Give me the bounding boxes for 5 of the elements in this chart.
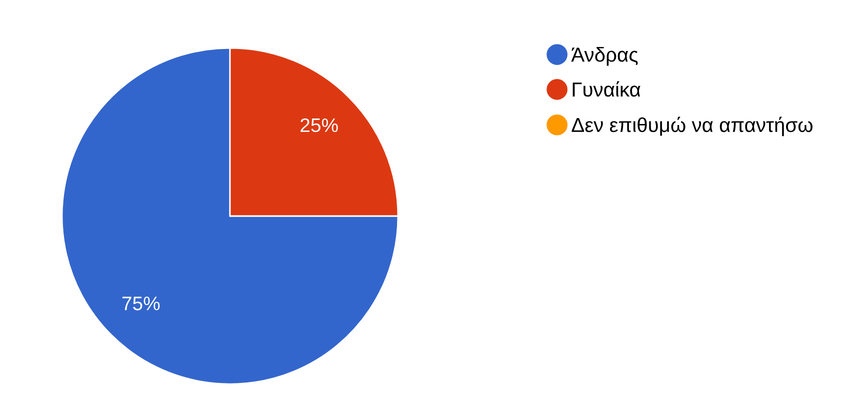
legend-label: Δεν επιθυμώ να απαντήσω [572, 116, 812, 136]
legend-label: Άνδρας [571, 47, 638, 66]
data-label: 25% [300, 118, 338, 132]
data-label: 75% [122, 296, 160, 310]
legend-label: Γυναίκα [572, 81, 640, 97]
